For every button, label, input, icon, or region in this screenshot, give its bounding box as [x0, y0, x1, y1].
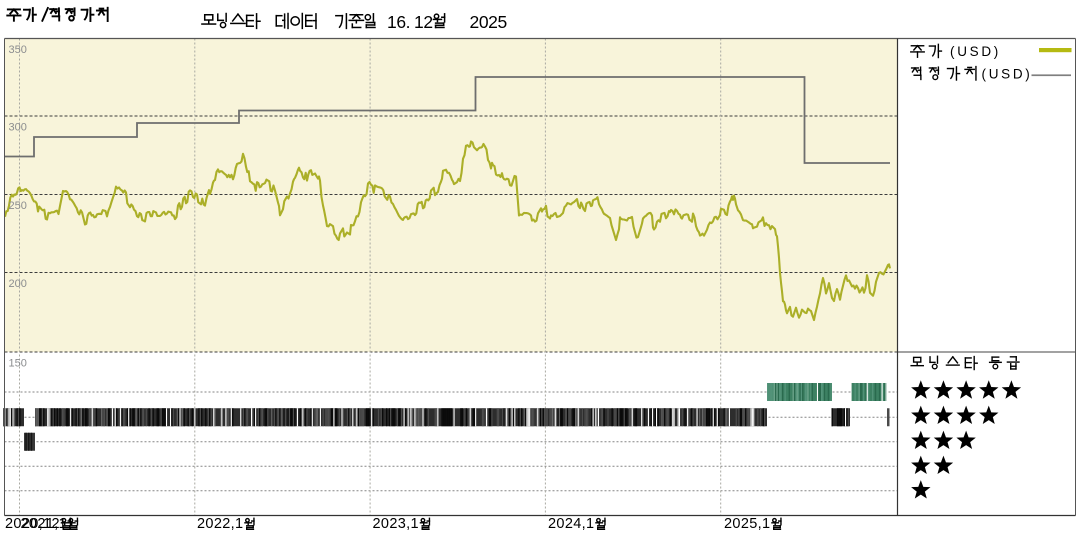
svg-text:(USD): (USD): [982, 67, 1033, 82]
svg-text:2020,12: 2020,12: [5, 516, 60, 532]
svg-text:300: 300: [9, 122, 27, 134]
svg-text:(USD): (USD): [950, 44, 1001, 59]
svg-text:2023,1: 2023,1: [373, 516, 419, 532]
svg-text:200: 200: [9, 278, 27, 290]
svg-text:2025,1: 2025,1: [724, 516, 770, 532]
svg-text:16.: 16.: [387, 12, 410, 32]
svg-text:2025: 2025: [470, 12, 507, 32]
svg-text:12: 12: [414, 12, 433, 32]
svg-text:2024,1: 2024,1: [548, 516, 594, 532]
svg-text:250: 250: [9, 200, 27, 212]
svg-text:350: 350: [9, 44, 27, 56]
svg-text:150: 150: [9, 358, 27, 370]
svg-text:2022,1: 2022,1: [197, 516, 243, 532]
svg-text:2021,1: 2021,1: [21, 516, 67, 532]
